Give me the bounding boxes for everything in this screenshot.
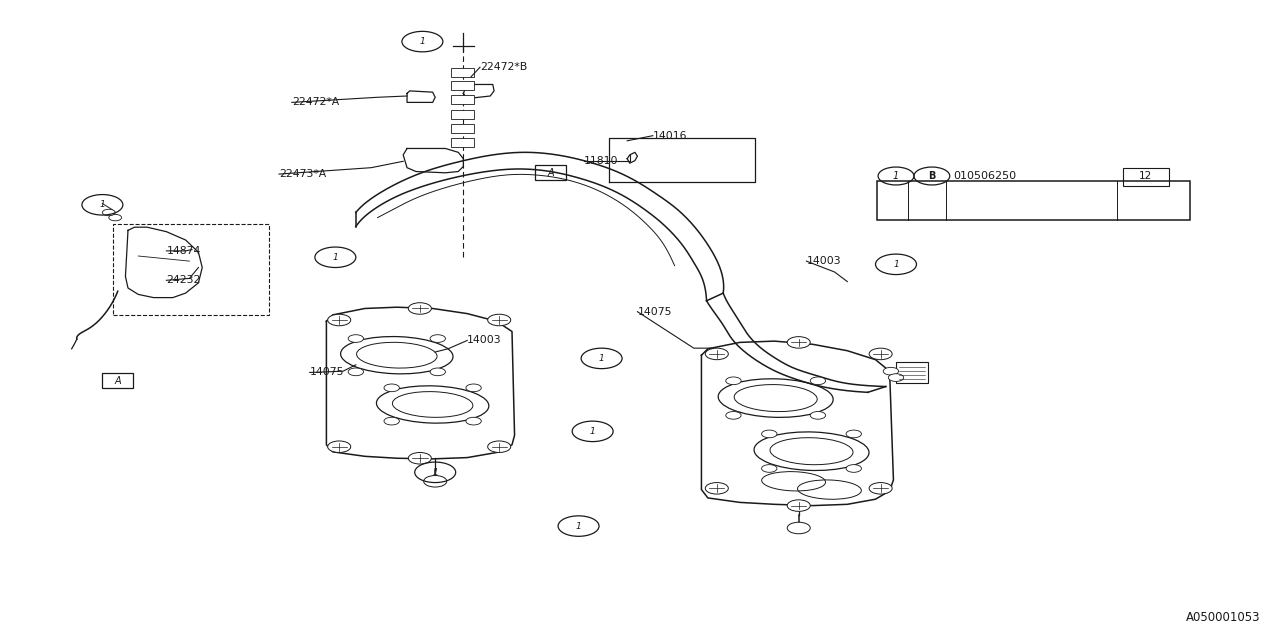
Text: A: A — [547, 168, 554, 178]
Circle shape — [762, 430, 777, 438]
Circle shape — [787, 500, 810, 511]
Text: A: A — [114, 376, 122, 386]
Circle shape — [787, 522, 810, 534]
Circle shape — [430, 335, 445, 342]
Circle shape — [726, 377, 741, 385]
Text: B: B — [928, 171, 936, 181]
FancyBboxPatch shape — [451, 110, 474, 119]
Circle shape — [408, 303, 431, 314]
Text: 14075: 14075 — [310, 367, 344, 378]
Circle shape — [466, 417, 481, 425]
Circle shape — [705, 483, 728, 494]
Circle shape — [109, 214, 122, 221]
Circle shape — [726, 412, 741, 419]
Circle shape — [466, 384, 481, 392]
FancyBboxPatch shape — [451, 95, 474, 104]
Circle shape — [869, 483, 892, 494]
FancyBboxPatch shape — [896, 362, 928, 383]
Text: 14016: 14016 — [653, 131, 687, 141]
Circle shape — [384, 417, 399, 425]
FancyBboxPatch shape — [451, 81, 474, 90]
Circle shape — [846, 465, 861, 472]
Text: A050001053: A050001053 — [1187, 611, 1261, 624]
Text: 14075: 14075 — [637, 307, 672, 317]
Text: 1: 1 — [333, 253, 338, 262]
Circle shape — [787, 337, 810, 348]
Text: 1: 1 — [893, 171, 899, 181]
Text: 22473*A: 22473*A — [279, 169, 326, 179]
Circle shape — [408, 452, 431, 464]
Text: 1: 1 — [100, 200, 105, 209]
Text: 22472*B: 22472*B — [480, 62, 527, 72]
Text: 1: 1 — [893, 260, 899, 269]
Circle shape — [869, 348, 892, 360]
Circle shape — [810, 412, 826, 419]
Circle shape — [762, 465, 777, 472]
Circle shape — [705, 348, 728, 360]
Circle shape — [328, 441, 351, 452]
FancyBboxPatch shape — [451, 124, 474, 133]
Circle shape — [430, 368, 445, 376]
Circle shape — [102, 209, 115, 216]
Circle shape — [348, 335, 364, 342]
Text: 1: 1 — [599, 354, 604, 363]
Text: 1: 1 — [420, 37, 425, 46]
Text: 24232: 24232 — [166, 275, 201, 285]
Circle shape — [488, 314, 511, 326]
Text: 11810: 11810 — [584, 156, 618, 166]
Text: 12: 12 — [1139, 171, 1152, 181]
Text: 22472*A: 22472*A — [292, 97, 339, 108]
Text: 1: 1 — [433, 468, 438, 477]
Text: 010506250: 010506250 — [954, 171, 1016, 181]
Text: 1: 1 — [590, 427, 595, 436]
Text: 1: 1 — [576, 522, 581, 531]
Circle shape — [488, 441, 511, 452]
Circle shape — [810, 377, 826, 385]
Circle shape — [883, 367, 899, 375]
Text: 14874: 14874 — [166, 246, 201, 256]
Circle shape — [888, 374, 904, 381]
Circle shape — [348, 368, 364, 376]
Circle shape — [384, 384, 399, 392]
FancyBboxPatch shape — [451, 68, 474, 77]
Circle shape — [328, 314, 351, 326]
FancyBboxPatch shape — [451, 138, 474, 147]
Text: 14003: 14003 — [467, 335, 502, 346]
Circle shape — [424, 476, 447, 487]
Text: 14003: 14003 — [806, 256, 841, 266]
Circle shape — [846, 430, 861, 438]
